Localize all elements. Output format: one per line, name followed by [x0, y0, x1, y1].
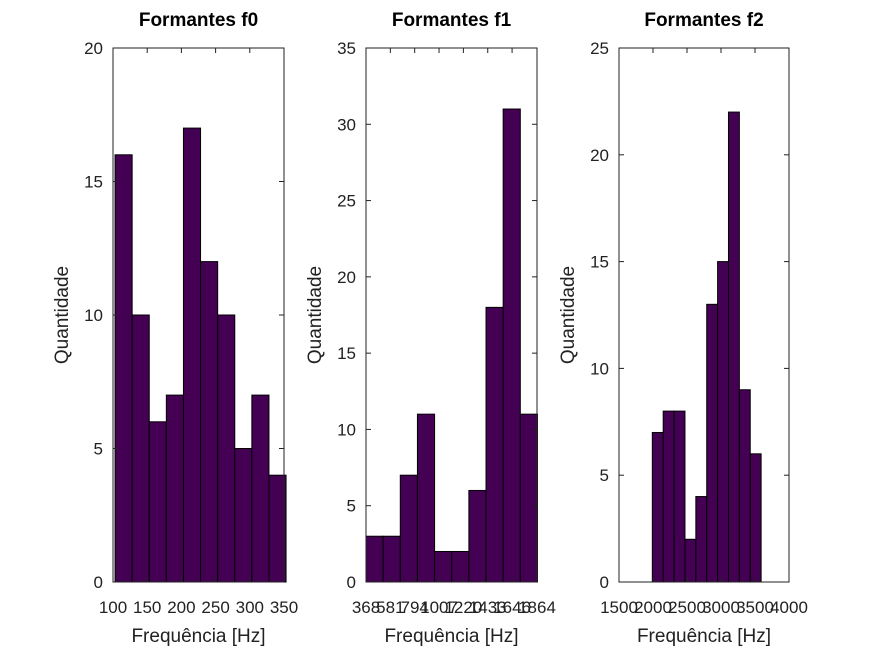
histogram-bar — [251, 394, 270, 583]
y-tick-label: 5 — [347, 497, 356, 516]
x-tick-label: 150 — [133, 598, 161, 617]
x-tick-label: 1007 — [420, 598, 458, 617]
histogram-bar — [749, 453, 762, 583]
x-tick-label: 1864 — [518, 598, 556, 617]
y-tick-label: 5 — [94, 440, 103, 459]
histogram-bar — [148, 421, 167, 583]
histogram-panel-1: 0 5 10 15 20 25 30 35 36858179410071220143316461… — [305, 10, 556, 647]
histogram-bar — [684, 538, 697, 583]
x-axis-label: Frequência [Hz] — [384, 626, 518, 647]
histogram-bar — [131, 314, 150, 583]
axes-frame — [618, 47, 790, 583]
histogram-bar — [738, 389, 751, 583]
histogram-bar — [268, 474, 287, 583]
x-tick-label: 300 — [236, 598, 264, 617]
y-tick-label: 10 — [84, 306, 103, 325]
y-tick-label: 35 — [337, 39, 356, 58]
y-axis-label: Quantidade — [558, 266, 579, 364]
y-tick-label: 0 — [600, 573, 609, 592]
histogram-bar — [182, 127, 202, 583]
y-tick-label: 20 — [337, 268, 356, 287]
histogram-bar — [365, 535, 384, 583]
x-axis-label: Frequência [Hz] — [131, 626, 265, 647]
y-tick-label: 20 — [84, 39, 103, 58]
x-tick-label: 100 — [99, 598, 127, 617]
y-tick-label: 15 — [84, 173, 103, 192]
x-tick-label: 581 — [376, 598, 404, 617]
histogram-bar — [519, 413, 538, 583]
x-axis-label: Frequência [Hz] — [637, 626, 771, 647]
histogram-bar — [114, 154, 133, 583]
histogram-bar — [451, 550, 470, 583]
x-tick-label: 1433 — [469, 598, 507, 617]
y-tick-label: 5 — [600, 466, 609, 485]
y-tick-label: 15 — [337, 344, 356, 363]
histogram-bar — [399, 474, 418, 583]
histogram-bar — [727, 111, 740, 583]
y-axis-label: Quantidade — [52, 266, 73, 364]
chart-title: Formantes f2 — [644, 10, 763, 31]
x-tick-label: 200 — [167, 598, 195, 617]
x-tick-label: 1500 — [600, 598, 638, 617]
x-tick-label: 4000 — [770, 598, 808, 617]
y-tick-label: 10 — [337, 420, 356, 439]
histogram-bar — [434, 550, 453, 583]
histogram-bar — [502, 108, 521, 583]
histogram-bar — [200, 261, 219, 583]
y-tick-label: 25 — [337, 192, 356, 211]
x-tick-label: 368 — [352, 598, 380, 617]
histogram-panel-0: 0 5 10 15 20 100 150 200 250 300 350 Formantes f0 Fr… — [52, 10, 298, 647]
x-tick-label: 794 — [401, 598, 429, 617]
histogram-bar — [234, 448, 253, 583]
histogram-bar — [165, 394, 184, 583]
chart-title: Formantes f1 — [392, 10, 512, 31]
x-tick-label: 2000 — [634, 598, 672, 617]
y-tick-label: 0 — [347, 573, 356, 592]
x-tick-label: 250 — [201, 598, 229, 617]
histogram-bar — [217, 314, 236, 583]
x-tick-label: 1220 — [444, 598, 482, 617]
histogram-bar — [673, 410, 686, 583]
x-tick-label: 350 — [270, 598, 298, 617]
y-tick-label: 30 — [337, 115, 356, 134]
histogram-bar — [382, 535, 401, 583]
y-tick-label: 10 — [590, 359, 609, 378]
y-tick-label: 0 — [94, 573, 103, 592]
histogram-bar — [651, 431, 664, 583]
histogram-bar — [717, 261, 729, 583]
y-axis-label: Quantidade — [305, 266, 326, 364]
y-tick-label: 25 — [590, 39, 609, 58]
chart-title: Formantes f0 — [139, 10, 258, 31]
x-tick-label: 2500 — [668, 598, 706, 617]
y-tick-label: 20 — [590, 146, 609, 165]
histogram-bar — [662, 410, 675, 583]
histogram-bar — [468, 489, 487, 583]
histogram-bar — [416, 413, 436, 583]
axes-frame — [365, 47, 538, 583]
histogram-bar — [485, 306, 504, 583]
x-tick-label: 1646 — [493, 598, 531, 617]
histogram-bar — [706, 303, 719, 583]
y-tick-label: 15 — [590, 253, 609, 272]
x-tick-label: 3000 — [702, 598, 740, 617]
histogram-bar — [695, 496, 708, 583]
x-tick-label: 3500 — [736, 598, 774, 617]
